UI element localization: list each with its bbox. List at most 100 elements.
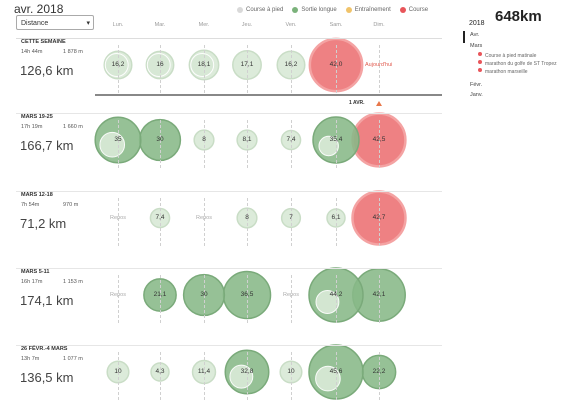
- day-guide: [118, 198, 119, 246]
- activity-distance-label: 16,2: [284, 61, 298, 68]
- activity-distance-label: 4,3: [155, 368, 165, 375]
- day-guide: [379, 198, 380, 246]
- metric-select-value: Distance: [21, 20, 49, 27]
- activity-distance-label: 42,5: [372, 136, 386, 143]
- side-active-indicator: [463, 31, 465, 43]
- legend-swatch: [345, 7, 352, 13]
- activity-bubble-secondary[interactable]: [315, 290, 340, 314]
- day-guide: [336, 198, 337, 246]
- activity-distance-label: 17,1: [240, 61, 254, 68]
- legend-swatch: [292, 7, 299, 13]
- activity-bubble[interactable]: [143, 278, 177, 312]
- legend-label: Course à pied: [246, 7, 284, 13]
- side-month-2[interactable]: Févr.: [470, 82, 483, 88]
- metric-select[interactable]: Distance ▾: [16, 15, 94, 30]
- activity-bubble[interactable]: [232, 50, 262, 80]
- day-guide: [160, 120, 161, 168]
- race-link[interactable]: Course à pied matinale: [478, 52, 536, 59]
- race-dot-icon: [478, 60, 482, 64]
- week-elevation: 1 077 m: [63, 356, 83, 362]
- week-distance: 126,6 km: [20, 63, 74, 78]
- day-guide: [247, 352, 248, 400]
- legend: Course à pied Sortie longue Entraînement Co…: [237, 7, 437, 13]
- race-dot-icon: [478, 52, 482, 56]
- day-guide: [379, 45, 380, 93]
- week-title: MARS 12-18: [21, 192, 53, 198]
- activity-distance-label: 16,2: [111, 61, 125, 68]
- week-title: MARS 19-25: [21, 114, 53, 120]
- week-elevation: 1 878 m: [63, 49, 83, 55]
- race-link[interactable]: marathon du golfe de ST Tropez: [478, 60, 557, 67]
- week-divider: [16, 191, 442, 192]
- activity-bubble[interactable]: [276, 50, 306, 80]
- activity-bubble[interactable]: [106, 360, 130, 384]
- race-label: marathon marseille: [485, 69, 528, 75]
- activity-distance-label: 21,1: [153, 291, 167, 298]
- month-marker: 1 AVR.: [349, 100, 365, 106]
- current-week-baseline: [95, 94, 442, 96]
- activity-distance-label: 30: [200, 291, 208, 298]
- week-title: 26 FÉVR.-4 MARS: [21, 346, 68, 352]
- day-guide: [291, 275, 292, 323]
- activity-distance-label: 35,4: [329, 136, 343, 143]
- day-guide: [291, 45, 292, 93]
- day-header: Sam.: [329, 22, 343, 28]
- day-header: Ven.: [285, 22, 297, 28]
- week-divider: [16, 268, 442, 269]
- day-header: Lun.: [112, 22, 124, 28]
- day-guide: [118, 45, 119, 93]
- legend-label: Entraînement: [354, 7, 391, 13]
- day-guide: [160, 45, 161, 93]
- day-guide: [291, 120, 292, 168]
- activity-distance-label: 8: [245, 214, 249, 221]
- week-time: 17h 19m: [21, 124, 43, 130]
- activity-bubble[interactable]: [280, 129, 302, 151]
- day-guide: [336, 120, 337, 168]
- today-label: Aujourd'hui: [365, 62, 393, 68]
- week-time: 7h 54m: [21, 202, 40, 208]
- day-guide: [247, 275, 248, 323]
- side-month-1[interactable]: Mars: [470, 43, 483, 49]
- day-header: Mer.: [198, 22, 210, 28]
- race-label: marathon du golfe de ST Tropez: [485, 61, 557, 67]
- legend-swatch: [237, 7, 243, 13]
- activity-distance-label: 18,1: [197, 61, 211, 68]
- total-distance: 648km: [495, 8, 542, 25]
- activity-bubble-secondary[interactable]: [318, 135, 339, 157]
- activity-bubble[interactable]: [149, 207, 171, 229]
- activity-bubble-secondary[interactable]: [146, 53, 171, 77]
- side-month-0[interactable]: Avr.: [470, 32, 480, 38]
- activity-bubble-secondary[interactable]: [104, 53, 129, 77]
- legend-item: Course: [399, 7, 428, 13]
- activity-distance-label: 42,1: [372, 291, 386, 298]
- week-title: CETTE SEMAINE: [21, 39, 66, 45]
- month-marker-icon: [376, 101, 382, 106]
- rest-label: Repos: [196, 215, 212, 221]
- chevron-down-icon: ▾: [86, 20, 90, 27]
- day-header: Dim.: [373, 22, 385, 28]
- day-guide: [291, 352, 292, 400]
- week-divider: [16, 113, 442, 114]
- activity-bubble-secondary[interactable]: [315, 365, 341, 392]
- activity-distance-label: 16: [156, 61, 164, 68]
- activity-bubble[interactable]: [236, 129, 258, 151]
- legend-item: Course à pied: [237, 7, 283, 13]
- side-month-3[interactable]: Janv.: [470, 92, 483, 98]
- race-dot-icon: [478, 68, 482, 72]
- day-guide: [379, 275, 380, 323]
- day-guide: [160, 275, 161, 323]
- day-guide: [160, 352, 161, 400]
- activity-distance-label: 32,8: [240, 368, 254, 375]
- legend-item: Sortie longue: [292, 7, 337, 13]
- side-year[interactable]: 2018: [469, 20, 485, 27]
- rest-label: Repos: [283, 292, 299, 298]
- week-elevation: 1 153 m: [63, 279, 83, 285]
- activity-distance-label: 10: [287, 368, 295, 375]
- day-guide: [247, 198, 248, 246]
- activity-distance-label: 42,7: [372, 214, 386, 221]
- activity-distance-label: 8,1: [242, 136, 252, 143]
- week-divider: [16, 345, 442, 346]
- race-link[interactable]: marathon marseille: [478, 68, 528, 75]
- activity-bubble-secondary[interactable]: [190, 53, 215, 77]
- legend-swatch: [399, 7, 406, 13]
